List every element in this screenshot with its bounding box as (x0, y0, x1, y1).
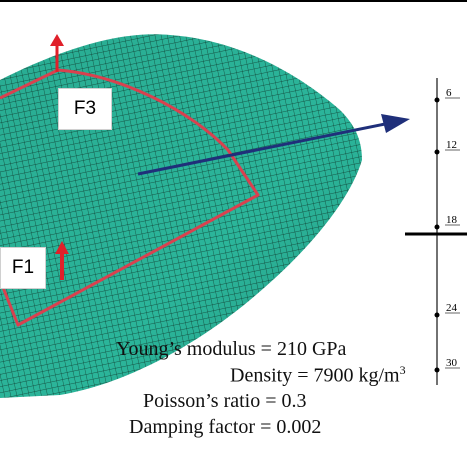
damping-factor-text: Damping factor = 0.002 (129, 416, 322, 438)
beam-model: 6 12 18 24 30 (405, 78, 467, 385)
beam-node-marker (434, 312, 440, 318)
density-text: Density = 7900 kg/m3 (230, 363, 406, 388)
beam-node-marker (434, 224, 440, 230)
f1-arrow (55, 241, 69, 280)
youngs-modulus-text: Young’s modulus = 210 GPa (116, 338, 347, 360)
beam-node-label: 12 (446, 139, 457, 151)
poissons-ratio-text: Poisson’s ratio = 0.3 (143, 390, 307, 412)
f3-arrow (50, 34, 64, 72)
density-label: Density = 7900 kg/m (230, 364, 400, 387)
beam-node-label: 6 (446, 87, 452, 99)
pointer-arrow (137, 114, 410, 176)
load-path (0, 68, 260, 327)
beam-node-label: 30 (446, 357, 458, 369)
f3-label: F3 (58, 88, 112, 130)
density-exponent: 3 (399, 363, 406, 377)
f1-label: F1 (0, 247, 46, 289)
beam-node-marker (434, 149, 440, 155)
beam-node-marker (434, 367, 440, 373)
beam-node-label: 24 (446, 302, 458, 314)
beam-node-label: 18 (446, 214, 458, 226)
beam-node-marker (434, 97, 440, 103)
